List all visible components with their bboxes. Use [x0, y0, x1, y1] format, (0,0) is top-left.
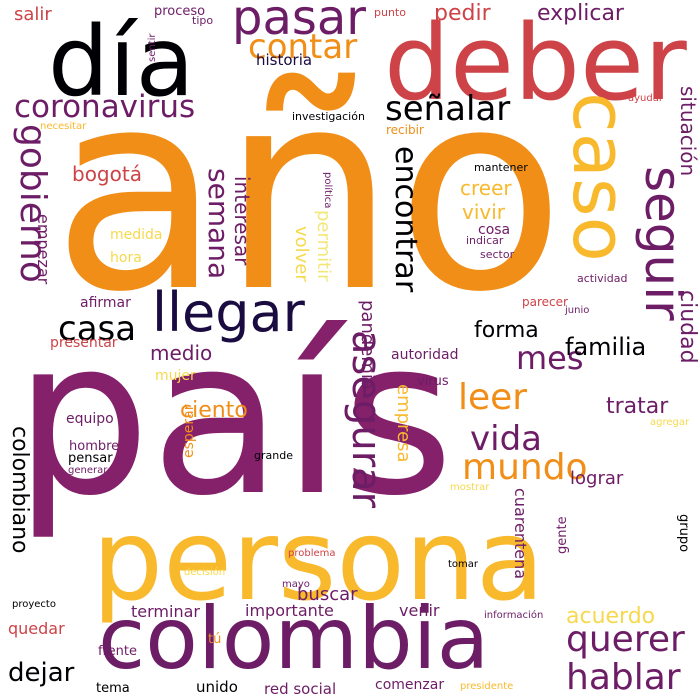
word-afirmar: afirmar — [80, 295, 131, 311]
word-cosa: cosa — [478, 222, 511, 238]
word-empezar: empezar — [34, 214, 53, 285]
word-mayo: mayo — [282, 579, 310, 590]
word-semana: semana — [202, 168, 235, 280]
word-cuarentena: cuarentena — [511, 488, 530, 580]
word-creer: creer — [460, 176, 512, 200]
word-ciudad: ciudad — [675, 290, 700, 364]
word-bogota: bogotá — [72, 162, 142, 186]
word-grande: grande — [254, 449, 293, 462]
word-esperar: esperar — [181, 404, 197, 459]
word-agregar: agregar — [650, 417, 690, 428]
word-investigacion: investigación — [292, 110, 365, 123]
word-vivir: vivir — [462, 200, 506, 224]
word-informacion: información — [484, 610, 544, 621]
word-coronavirus: coronavirus — [14, 89, 196, 125]
word-tratar: tratar — [606, 394, 669, 419]
word-interesar: interesar — [230, 176, 254, 266]
word-pandemia: pandemia — [357, 300, 378, 390]
word-hablar: hablar — [566, 657, 681, 698]
word-comenzar: comenzar — [375, 677, 445, 693]
word-quedar: quedar — [8, 619, 65, 638]
word-hora: hora — [110, 250, 142, 266]
word-mostrar: mostrar — [450, 482, 490, 493]
word-buscar: buscar — [297, 584, 358, 605]
word-forma: forma — [474, 318, 539, 343]
word-problema: problema — [288, 548, 336, 559]
word-importante: importante — [245, 601, 334, 620]
word-salir: salir — [14, 4, 52, 25]
word-ayudar: ayudar — [628, 93, 663, 104]
word-necesitar: necesitar — [40, 121, 87, 132]
word-punto: punto — [374, 6, 406, 19]
word-pedir: pedir — [434, 1, 491, 26]
word-mundo: mundo — [462, 447, 588, 488]
word-politica: política — [322, 172, 333, 209]
word-historia: historia — [256, 51, 313, 69]
word-ciento: ciento — [180, 398, 248, 423]
word-mes: mes — [516, 339, 584, 377]
word-actividad: actividad — [577, 272, 628, 285]
word-acuerdo: acuerdo — [566, 604, 656, 629]
word-unido: unido — [196, 678, 238, 696]
word-tipo: tipo — [192, 14, 214, 27]
word-virus: virus — [417, 374, 449, 389]
word-dia: día — [48, 6, 195, 118]
word-recibir: recibir — [386, 123, 424, 137]
word-red-social: red social — [264, 680, 337, 698]
word-medida: medida — [110, 227, 163, 243]
word-terminar: terminar — [131, 602, 200, 621]
word-grupo: grupo — [676, 514, 691, 553]
word-presentar: presentar — [50, 335, 118, 351]
word-gente: gente — [555, 516, 570, 554]
word-mantener: mantener — [474, 161, 528, 174]
word-caso: caso — [556, 92, 642, 262]
word-permitir: permitir — [313, 210, 334, 282]
word-presidente: presidente — [460, 681, 514, 692]
word-decision: decisión — [184, 567, 226, 578]
word-encontrar: encontrar — [388, 146, 423, 293]
word-querer: querer — [566, 619, 685, 660]
word-casa: casa — [58, 309, 137, 349]
word-pensar: pensar — [68, 451, 113, 466]
word-sector: sector — [480, 248, 515, 261]
word-mujer: mujer — [155, 368, 196, 384]
word-colombiano: colombiano — [7, 426, 32, 554]
word-leer: leer — [458, 377, 528, 418]
word-ano: año — [52, 32, 565, 353]
word-pasar: pasar — [232, 0, 367, 46]
word-generar: generar — [68, 465, 108, 476]
word-frente: frente — [98, 644, 137, 659]
word-colombia: colombia — [98, 589, 490, 689]
word-contar: contar — [248, 27, 358, 67]
word-vida: vida — [470, 419, 542, 459]
word-lograr: lograr — [570, 468, 624, 489]
word-tema: tema — [96, 681, 130, 696]
word-pais: país — [14, 292, 454, 543]
word-junio: junio — [565, 305, 590, 316]
word-medio: medio — [150, 341, 213, 365]
word-familia: familia — [565, 333, 647, 361]
word-autoridad: autoridad — [391, 347, 459, 363]
word-dejar: dejar — [8, 658, 75, 688]
word-explicar: explicar — [537, 1, 624, 26]
word-proceso: proceso — [154, 4, 206, 19]
word-deber: deber — [384, 2, 687, 124]
word-equipo: equipo — [66, 411, 114, 427]
word-parecer: parecer — [522, 295, 568, 309]
word-tu: tú — [208, 632, 222, 647]
word-llegar: llegar — [152, 281, 305, 344]
word-situacion: situación — [676, 86, 700, 177]
word-empresa: empresa — [393, 384, 414, 463]
word-persona: persona — [92, 496, 545, 626]
word-senalar: señalar — [385, 89, 511, 129]
word-indicar: indicar — [466, 234, 504, 247]
word-hombre: hombre — [69, 439, 120, 454]
word-tomar: tomar — [448, 559, 479, 570]
word-sentir: sentir — [147, 33, 158, 62]
word-venir: venir — [399, 601, 440, 620]
word-volver: volver — [291, 226, 312, 282]
word-proyecto: proyecto — [12, 599, 56, 610]
